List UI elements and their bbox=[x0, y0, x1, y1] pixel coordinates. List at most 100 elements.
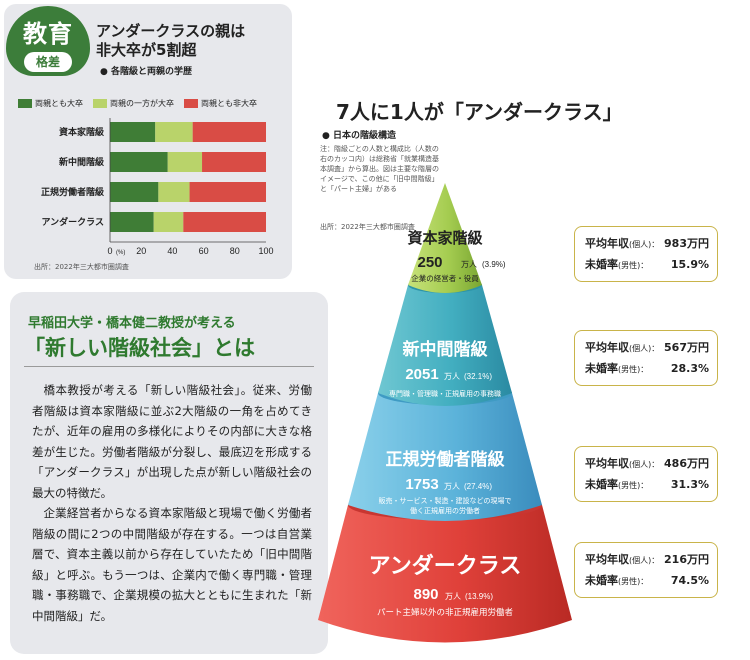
chart-legend: 両親とも大卒 両親の一方が大卒 両親とも非大卒 bbox=[18, 98, 257, 109]
tier-label: アンダークラス bbox=[369, 553, 522, 578]
tier-desc: 販売・サービス・製造・建設などの現場で bbox=[379, 496, 512, 505]
tier-underclass bbox=[318, 505, 572, 643]
bar-segment bbox=[167, 152, 203, 172]
stat-income-row: 平均年収(個人)： 486万円 bbox=[585, 454, 709, 475]
tier-count: 2051 bbox=[405, 366, 438, 383]
unmarried-label: 未婚率 bbox=[585, 258, 618, 271]
stat-unmarried-row: 未婚率(男性)： 15.9% bbox=[585, 255, 709, 276]
bar-segment bbox=[110, 122, 156, 142]
legend-swatch bbox=[93, 99, 107, 108]
pyramid-subtitle: ● 日本の階級構造 bbox=[322, 131, 396, 141]
section-badge: 教育 格差 bbox=[6, 6, 90, 76]
class-pyramid: 資本家階級 250 万人 (3.9%) 企業の経営者・役員 新中間階級 2051… bbox=[318, 183, 572, 643]
tier-label: 正規労働者階級 bbox=[386, 449, 505, 469]
badge-main-text: 教育 bbox=[23, 20, 73, 48]
category-label: アンダークラス bbox=[42, 216, 104, 227]
unmarried-label: 未婚率 bbox=[585, 574, 618, 587]
stat-unmarried-row: 未婚率(男性)： 31.3% bbox=[585, 475, 709, 496]
income-label: 平均年収 bbox=[585, 457, 629, 470]
tier-share: (32.1%) bbox=[464, 372, 492, 381]
stat-box-capitalist: 平均年収(個人)： 983万円 未婚率(男性)： 15.9% bbox=[574, 226, 718, 282]
bar-segment bbox=[110, 152, 168, 172]
essay-divider bbox=[24, 366, 314, 367]
unmarried-value: 31.3% bbox=[670, 478, 709, 491]
income-sublabel: (個人)： bbox=[629, 460, 660, 469]
x-tick-label: 20 bbox=[136, 246, 146, 256]
badge-sub-text: 格差 bbox=[24, 52, 72, 72]
income-label: 平均年収 bbox=[585, 553, 629, 566]
income-value: 983万円 bbox=[664, 237, 709, 250]
essay-body: 橋本教授が考える「新しい階級社会」。従来、労働者階級は資本家階級に並ぶ2大階級の… bbox=[32, 380, 312, 626]
tier-regular-workers bbox=[348, 393, 542, 521]
income-label: 平均年収 bbox=[585, 341, 629, 354]
tier-count: 1753 bbox=[405, 476, 438, 493]
chart-title-line2: 非大卒が5割超 bbox=[96, 41, 197, 59]
tier-label: 資本家階級 bbox=[407, 229, 482, 247]
x-tick-label: 60 bbox=[199, 246, 209, 256]
x-tick-label: 0 bbox=[107, 246, 112, 256]
tier-desc: 企業の経営者・役員 bbox=[411, 273, 479, 283]
legend-item: 両親とも非大卒 bbox=[184, 98, 257, 109]
bar-segment bbox=[189, 182, 266, 202]
unmarried-value: 15.9% bbox=[670, 258, 709, 271]
bar-segment bbox=[202, 152, 266, 172]
legend-swatch bbox=[18, 99, 32, 108]
income-value: 216万円 bbox=[664, 553, 709, 566]
unmarried-value: 74.5% bbox=[670, 574, 709, 587]
chart-title-line1: アンダークラスの親は bbox=[96, 22, 246, 40]
legend-label: 両親とも大卒 bbox=[35, 99, 83, 108]
income-value: 567万円 bbox=[664, 341, 709, 354]
stat-income-row: 平均年収(個人)： 216万円 bbox=[585, 550, 709, 571]
chart-title: アンダークラスの親は 非大卒が5割超 bbox=[96, 22, 245, 60]
essay-paragraph: 企業経営者からなる資本家階級と現場で働く労働者階級の間に2つの中間階級が存在する… bbox=[32, 506, 312, 623]
chart-source: 出所：2022年三大都市圏調査 bbox=[34, 263, 129, 271]
tier-count: 250 bbox=[417, 254, 442, 271]
legend-item: 両親の一方が大卒 bbox=[93, 98, 174, 109]
tier-share: (27.4%) bbox=[464, 482, 492, 491]
unmarried-label: 未婚率 bbox=[585, 478, 618, 491]
category-label: 資本家階級 bbox=[59, 126, 104, 137]
stat-box-new-middle: 平均年収(個人)： 567万円 未婚率(男性)： 28.3% bbox=[574, 330, 718, 386]
income-sublabel: (個人)： bbox=[629, 344, 660, 353]
unmarried-label: 未婚率 bbox=[585, 362, 618, 375]
chart-card: 教育 格差 アンダークラスの親は 非大卒が5割超 ● 各階級と両親の学歴 両親と… bbox=[4, 4, 292, 279]
stat-unmarried-row: 未婚率(男性)： 28.3% bbox=[585, 359, 709, 380]
tier-unit: 万人 bbox=[444, 482, 460, 491]
tier-desc: パート主婦以外の非正規雇用労働者 bbox=[377, 607, 514, 617]
tier-capitalist bbox=[408, 183, 482, 293]
pyramid-note: 注：階級ごとの人数と構成比（人数の右のカッコ内）は総務省「就業構造基本調査」から… bbox=[320, 145, 439, 193]
unmarried-value: 28.3% bbox=[670, 362, 709, 375]
essay-card: 早稲田大学・橋本健二教授が考える 「新しい階級社会」とは 橋本教授が考える「新し… bbox=[10, 292, 328, 654]
legend-swatch bbox=[184, 99, 198, 108]
tier-share: (13.9%) bbox=[465, 592, 493, 601]
legend-item: 両親とも大卒 bbox=[18, 98, 83, 109]
income-value: 486万円 bbox=[664, 457, 709, 470]
legend-label: 両親とも非大卒 bbox=[201, 99, 257, 108]
tier-count: 890 bbox=[413, 586, 438, 603]
unmarried-sublabel: (男性)： bbox=[618, 481, 649, 490]
tier-new-middle bbox=[378, 285, 512, 406]
legend-label: 両親の一方が大卒 bbox=[110, 99, 174, 108]
unmarried-sublabel: (男性)： bbox=[618, 261, 649, 270]
tier-unit: 万人 bbox=[444, 372, 460, 381]
stat-income-row: 平均年収(個人)： 983万円 bbox=[585, 234, 709, 255]
x-tick-label: 80 bbox=[230, 246, 240, 256]
bar-segment bbox=[183, 212, 266, 232]
essay-paragraph: 橋本教授が考える「新しい階級社会」。従来、労働者階級は資本家階級に並ぶ2大階級の… bbox=[32, 383, 312, 500]
unmarried-sublabel: (男性)： bbox=[618, 365, 649, 374]
pyramid-title: 7人に1人が「アンダークラス」 bbox=[336, 100, 623, 124]
x-tick-label: 100 bbox=[258, 246, 273, 256]
category-label: 新中間階級 bbox=[59, 156, 104, 167]
category-label: 正規労働者階級 bbox=[41, 186, 104, 197]
pyramid-source: 出所：2022年三大都市圏調査 bbox=[320, 223, 415, 231]
essay-title: 「新しい階級社会」とは bbox=[24, 336, 255, 360]
unmarried-sublabel: (男性)： bbox=[618, 577, 649, 586]
tier-share: (3.9%) bbox=[482, 260, 506, 269]
tier-desc: 働く正規雇用の労働者 bbox=[410, 506, 480, 515]
tier-label: 新中間階級 bbox=[403, 339, 488, 359]
stat-box-underclass: 平均年収(個人)： 216万円 未婚率(男性)： 74.5% bbox=[574, 542, 718, 598]
stat-income-row: 平均年収(個人)： 567万円 bbox=[585, 338, 709, 359]
x-tick-label: 40 bbox=[167, 246, 177, 256]
x-axis-unit: (%) bbox=[116, 250, 125, 256]
